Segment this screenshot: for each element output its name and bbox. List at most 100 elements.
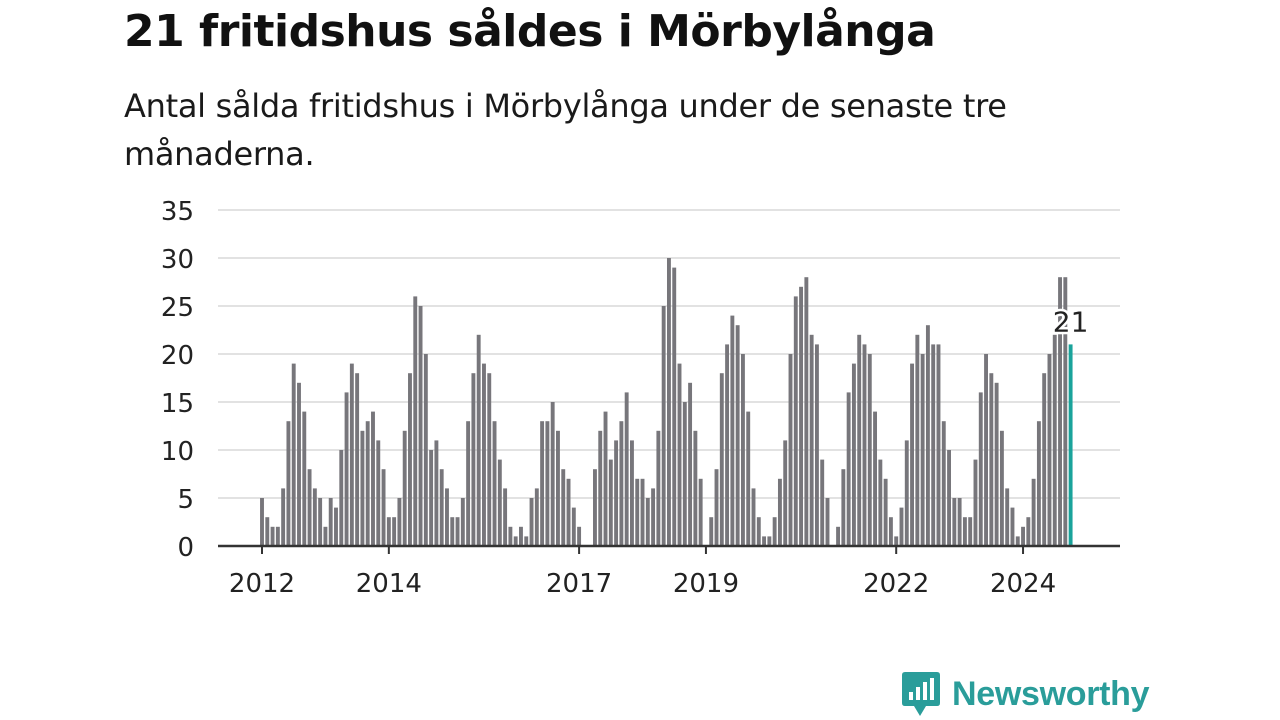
bar — [344, 392, 349, 546]
bar — [772, 517, 777, 546]
bar — [804, 277, 809, 546]
bar — [476, 334, 481, 546]
bar — [989, 373, 994, 546]
x-tick-label: 2014 — [356, 569, 422, 599]
bar — [894, 536, 899, 546]
bar — [656, 430, 661, 546]
annotations: 21 — [1050, 303, 1091, 341]
bar — [751, 488, 756, 546]
bar — [371, 411, 375, 546]
bar — [1015, 536, 1020, 546]
bar — [439, 469, 444, 546]
bar — [825, 498, 830, 546]
bar — [820, 459, 825, 546]
bar — [709, 517, 714, 546]
bar — [968, 517, 973, 546]
bar — [460, 498, 465, 546]
bar — [265, 517, 270, 546]
bar — [788, 354, 793, 546]
bar — [672, 267, 677, 546]
bar — [1042, 373, 1047, 546]
bar — [973, 459, 978, 546]
bar — [910, 363, 915, 546]
bar — [740, 354, 745, 546]
x-axis — [218, 544, 1120, 554]
bar — [450, 517, 455, 546]
bar — [260, 498, 264, 546]
y-tick-label: 35 — [161, 197, 194, 227]
bar — [756, 517, 761, 546]
bar — [630, 440, 634, 546]
bar — [994, 382, 999, 546]
bar — [931, 344, 936, 546]
bar — [767, 536, 772, 546]
bar — [1026, 517, 1031, 546]
bar — [878, 459, 883, 546]
bar — [603, 411, 608, 546]
bar — [534, 488, 539, 546]
bar — [682, 402, 687, 546]
bar — [381, 469, 386, 546]
bar — [799, 286, 804, 546]
bar — [719, 373, 724, 546]
bar — [984, 354, 988, 546]
x-axis-labels: 2012 2014 2017 2019 2022 2024 — [229, 569, 1056, 599]
y-tick-label: 30 — [161, 245, 194, 275]
bar — [698, 478, 703, 546]
bar — [397, 498, 402, 546]
bar — [947, 450, 951, 546]
bar — [746, 411, 751, 546]
bar — [334, 507, 338, 546]
bar — [497, 459, 502, 546]
y-tick-label: 20 — [161, 341, 194, 371]
newsworthy-chart-bubble-icon — [902, 672, 940, 716]
bar — [328, 498, 333, 546]
bar — [640, 478, 645, 546]
bar — [529, 498, 534, 546]
bar — [925, 325, 930, 546]
bar — [735, 325, 740, 546]
chart-subtitle: Antal sålda fritidshus i Mörbylånga unde… — [124, 87, 1007, 173]
bar — [962, 517, 967, 546]
bar — [1010, 507, 1015, 546]
y-axis-labels: 0 5 10 15 20 25 30 35 — [161, 197, 194, 563]
bar — [571, 507, 576, 546]
bar — [466, 421, 471, 546]
bar — [841, 469, 846, 546]
bar — [355, 373, 360, 546]
bar — [677, 363, 682, 546]
bar — [323, 526, 328, 546]
bar — [318, 498, 323, 546]
y-tick-label: 5 — [177, 485, 194, 515]
bar — [867, 354, 872, 546]
bar — [471, 373, 476, 546]
chart-title: 21 fritidshus såldes i Mörbylånga — [124, 6, 936, 57]
bar — [1047, 354, 1052, 546]
bar — [920, 354, 925, 546]
last-value-label: 21 — [1053, 305, 1089, 338]
bar — [513, 536, 518, 546]
bar — [608, 459, 613, 546]
bar — [376, 440, 381, 546]
newsworthy-logo: Newsworthy — [900, 670, 1150, 718]
bar — [614, 440, 619, 546]
y-tick-label: 0 — [177, 533, 194, 563]
bar — [661, 306, 666, 546]
bar — [688, 382, 693, 546]
bar — [793, 296, 798, 546]
bar — [846, 392, 851, 546]
bar — [540, 421, 545, 546]
bar — [270, 526, 275, 546]
y-tick-label: 10 — [161, 437, 194, 467]
x-tick-label: 2024 — [990, 569, 1056, 599]
bar — [762, 536, 767, 546]
bar — [693, 430, 698, 546]
bar — [598, 430, 603, 546]
bar — [365, 421, 370, 546]
bar — [519, 526, 523, 546]
bar — [651, 488, 656, 546]
bar — [714, 469, 719, 546]
bar — [666, 258, 671, 546]
bar — [556, 430, 560, 546]
